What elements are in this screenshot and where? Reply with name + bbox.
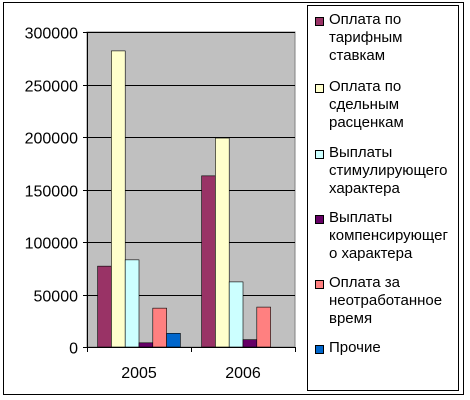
legend-label: Оплата по тарифным ставкам [329,11,457,65]
legend-swatch [315,345,324,354]
legend-swatch [315,150,324,159]
legend-swatch [315,215,324,224]
bar [242,339,258,348]
legend-label-line: сдельным [329,96,400,113]
legend-label: Выплаты стимулирующего характера [329,144,457,198]
bar [215,137,230,348]
y-tick-label: 200000 [25,131,78,148]
y-tick-label: 300000 [25,26,78,43]
legend-label-line: стимулирующего [329,162,448,179]
chart-legend: Оплата по тарифным ставкам Оплата по сдельны… [307,5,459,391]
legend-label-line: Прочие [329,339,381,356]
legend-label-line: Оплата за [329,274,400,291]
legend-label-line: неотработанное [329,292,443,309]
legend-swatch [315,280,324,289]
legend-label-line: Выплаты [329,144,393,161]
legend-label-line: характера [329,180,400,197]
legend-label: Выплаты компенсирующег о характера [329,209,457,263]
legend-label-line: о характера [329,245,413,262]
y-tick-label: 250000 [25,79,78,96]
x-category-label: 2006 [225,365,261,382]
legend-label-line: компенсирующег [329,227,448,244]
legend-label-line: ставкам [329,47,386,64]
y-tick-label: 50000 [34,289,79,306]
bar [97,265,112,348]
legend-label-line: тарифным [329,29,403,46]
legend-label-line: Оплата по [329,78,402,95]
y-tick-label: 0 [69,341,78,358]
legend-label-line: Оплата по [329,11,402,28]
bar [138,342,154,348]
bar [152,307,167,348]
bar [124,259,140,348]
legend-label: Прочие [329,339,457,357]
bar [256,306,271,348]
bar [111,50,126,348]
legend-label-line: расценкам [329,114,404,131]
legend-label-line: время [329,310,373,327]
bar [166,333,181,348]
legend-label: Оплата за неотработанное время [329,274,457,328]
y-tick-label: 100000 [25,236,78,253]
legend-label-line: Выплаты [329,209,393,226]
bar [201,175,216,348]
bar [228,281,244,348]
legend-swatch [315,17,324,26]
legend-swatch [315,84,324,93]
y-tick-label: 150000 [25,184,78,201]
x-category-label: 2005 [121,365,157,382]
legend-label: Оплата по сдельным расценкам [329,78,457,132]
